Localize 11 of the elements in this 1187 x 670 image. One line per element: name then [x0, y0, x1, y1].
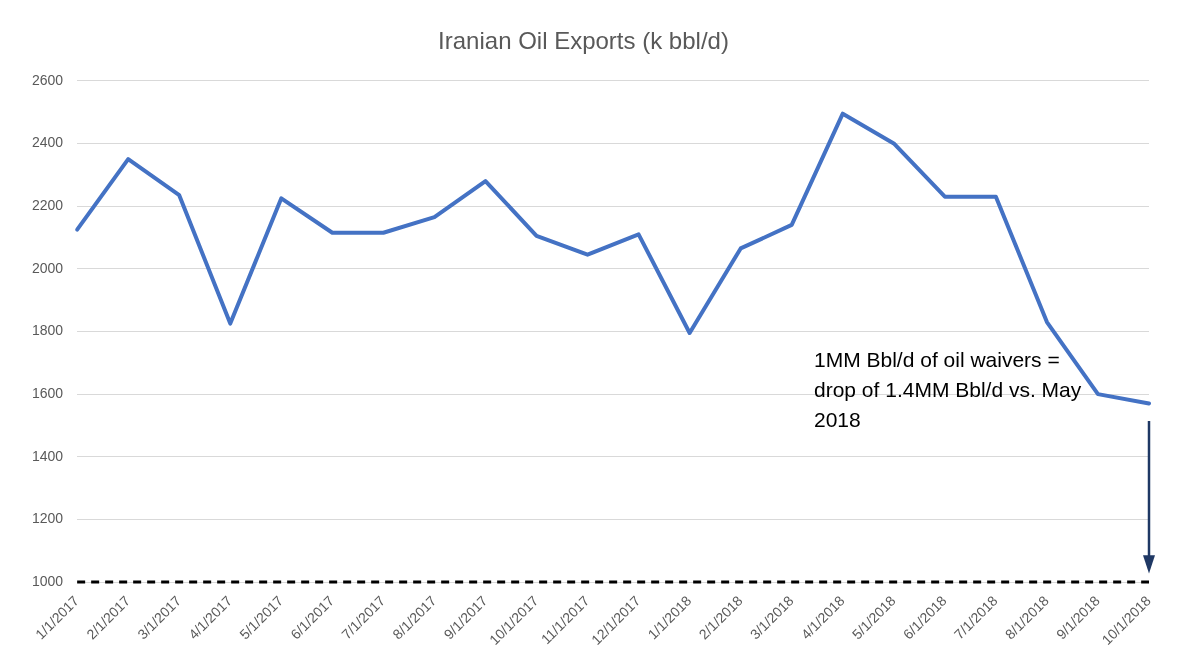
- y-tick-label: 1600: [31, 384, 64, 401]
- y-tick-label: 1000: [31, 572, 64, 589]
- annotation: 1MM Bbl/d of oil waivers = drop of 1.4MM Bbl/d vs. May 2018: [814, 347, 1082, 431]
- y-tick-label: 2400: [31, 134, 64, 151]
- y-tick-label: 2600: [31, 71, 64, 88]
- y-tick-label: 2000: [31, 259, 64, 276]
- y-tick-label: 1800: [31, 322, 64, 339]
- y-tick-label: 1200: [31, 510, 64, 527]
- y-tick-label: 1400: [31, 447, 64, 464]
- chart-title: Iranian Oil Exports (k bbl/d): [438, 27, 729, 55]
- y-tick-label: 2200: [31, 196, 64, 213]
